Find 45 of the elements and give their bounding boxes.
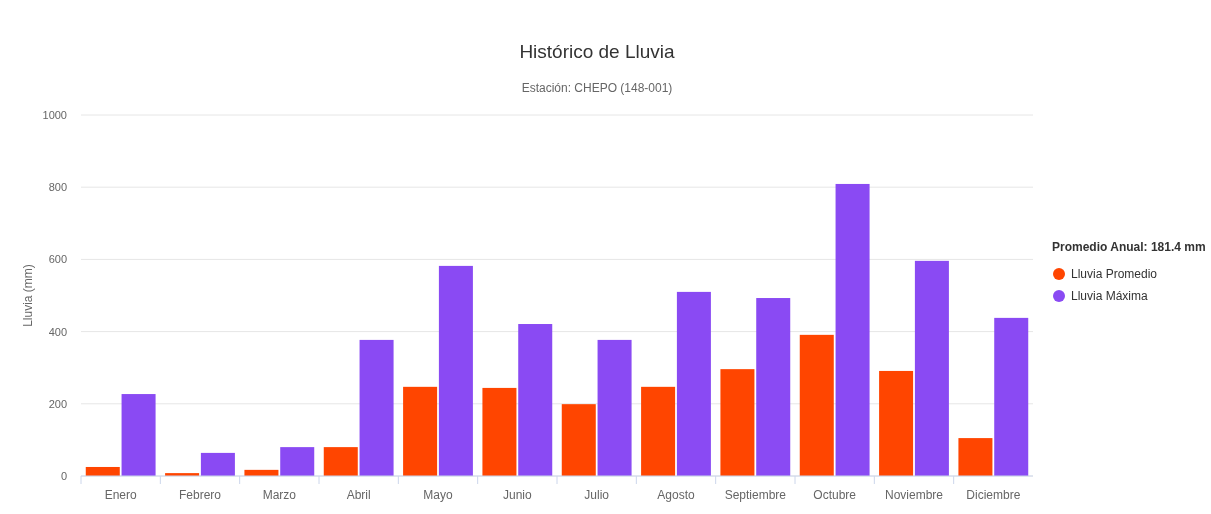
x-tick-label: Diciembre <box>966 488 1021 502</box>
y-tick-label: 600 <box>48 253 67 266</box>
x-tick-label: Abril <box>346 488 371 502</box>
y-tick-label: 0 <box>60 470 67 482</box>
x-tick-label: Octubre <box>813 488 857 502</box>
bar <box>597 339 632 476</box>
chart-title: Histórico de Lluvia <box>519 41 676 62</box>
legend-label: Lluvia Máxima <box>1071 289 1149 303</box>
legend-title: Promedio Anual: 181.4 mm <box>1052 240 1206 254</box>
bar <box>561 404 596 476</box>
x-tick-label: Septiembre <box>724 488 787 502</box>
bar <box>994 317 1029 476</box>
x-tick-label: Mayo <box>423 488 453 502</box>
bar <box>403 386 438 476</box>
bar <box>756 298 791 476</box>
y-tick-label: 1000 <box>42 109 67 121</box>
y-tick-label: 200 <box>48 397 67 410</box>
x-tick-label: Febrero <box>178 488 222 502</box>
bar <box>280 447 315 476</box>
y-tick-label: 800 <box>48 181 67 194</box>
bar <box>641 386 676 476</box>
x-tick-label: Noviembre <box>884 488 944 502</box>
bar <box>676 291 711 476</box>
x-tick-label: Julio <box>584 488 610 502</box>
x-tick-label: Marzo <box>262 488 297 502</box>
bar <box>720 369 755 476</box>
x-tick-label: Junio <box>502 488 532 502</box>
bar <box>200 452 235 476</box>
bar <box>518 324 553 476</box>
x-tick-label: Agosto <box>657 488 696 502</box>
legend-label: Lluvia Promedio <box>1071 267 1158 281</box>
bar <box>879 370 914 476</box>
bar <box>482 387 517 476</box>
bar <box>835 183 870 476</box>
bar <box>958 438 993 476</box>
y-axis-title: Lluvia (mm) <box>21 264 35 327</box>
bar <box>359 339 394 476</box>
x-tick-label: Enero <box>104 488 137 502</box>
bar <box>323 447 358 476</box>
bar <box>438 265 473 476</box>
bar <box>914 260 949 476</box>
bar <box>121 394 156 476</box>
bar <box>799 334 834 476</box>
chart-subtitle: Estación: CHEPO (148-001) <box>521 81 673 95</box>
y-tick-label: 400 <box>48 325 67 338</box>
